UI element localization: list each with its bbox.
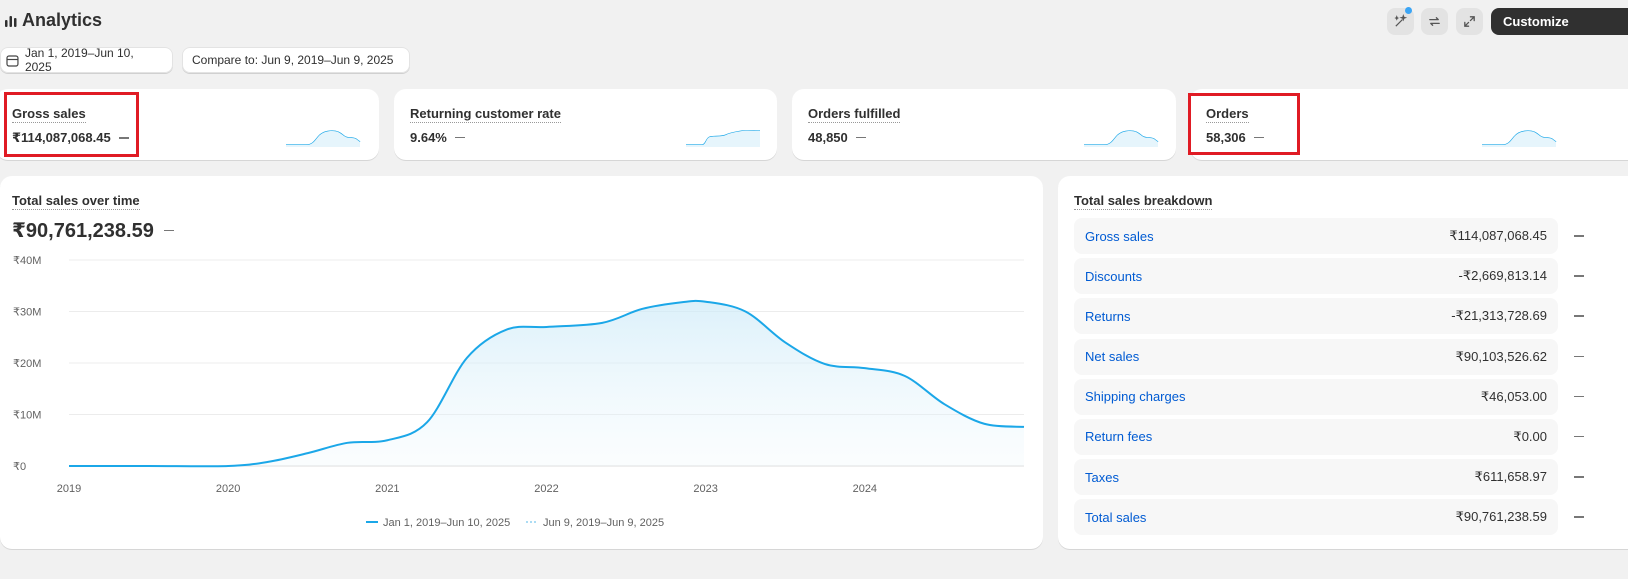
metric-label: Gross sales (12, 106, 86, 123)
metric-value: 58,306 (1206, 130, 1264, 145)
series-line (69, 299, 1025, 468)
page-header: Analytics Customize (0, 0, 1628, 42)
breakdown-link[interactable]: Total sales (1085, 509, 1147, 525)
x-tick-label: 2024 (853, 483, 877, 495)
legend-label-compare: Jun 9, 2019–Jun 9, 2025 (543, 517, 664, 529)
metric-card-orders[interactable]: Orders 58,306 (1190, 89, 1628, 160)
breakdown-row: Net sales ₹90,103,526.62 (1074, 338, 1584, 375)
breakdown-link[interactable]: Shipping charges (1085, 389, 1186, 405)
y-tick-label: ₹40M (13, 255, 41, 267)
compare-range-picker[interactable]: Compare to: Jun 9, 2019–Jun 9, 2025 (182, 47, 410, 73)
breakdown-link[interactable]: Taxes (1085, 469, 1119, 485)
x-tick-label: 2023 (693, 483, 717, 495)
x-tick-label: 2022 (534, 483, 558, 495)
metric-value-text: 48,850 (808, 130, 848, 145)
y-tick-label: ₹10M (13, 410, 41, 422)
y-tick-label: ₹0 (13, 461, 26, 473)
change-dash (1574, 355, 1584, 358)
change-dash (1574, 235, 1584, 237)
customize-button[interactable]: Customize (1491, 8, 1628, 35)
breakdown-link[interactable]: Return fees (1085, 429, 1153, 445)
legend-label-primary: Jan 1, 2019–Jun 10, 2025 (383, 517, 510, 529)
breakdown-value: -₹2,669,813.14 (1458, 268, 1547, 284)
change-dash (1574, 476, 1584, 478)
x-tick-label: 2019 (57, 483, 81, 495)
refresh-button[interactable] (1421, 8, 1448, 35)
sparkline (686, 129, 761, 147)
magic-button[interactable] (1387, 7, 1414, 35)
x-tick-label: 2020 (216, 483, 240, 495)
calendar-icon (6, 54, 19, 67)
breakdown-link[interactable]: Gross sales (1085, 228, 1154, 244)
breakdown-row: Return fees ₹0.00 (1074, 418, 1584, 455)
highlight-box (4, 92, 139, 157)
breakdown-row: Taxes ₹611,658.97 (1074, 459, 1584, 496)
change-dash (1574, 395, 1584, 398)
breakdown-value: ₹90,761,238.59 (1455, 509, 1547, 525)
change-dash (118, 137, 129, 139)
metric-card-orders-fulfilled[interactable]: Orders fulfilled 48,850 (792, 89, 1176, 160)
sparkline (286, 130, 361, 147)
metric-card-returning-rate[interactable]: Returning customer rate 9.64% (394, 89, 777, 160)
y-tick-label: ₹30M (13, 307, 41, 319)
breakdown-link[interactable]: Net sales (1085, 349, 1140, 365)
date-range-label: Jan 1, 2019–Jun 10, 2025 (24, 46, 134, 74)
sparkline (1482, 130, 1557, 147)
change-dash (1574, 435, 1584, 438)
change-dash (1574, 275, 1584, 277)
breakdown-value: ₹0.00 (1513, 428, 1547, 444)
metric-label: Returning customer rate (410, 106, 561, 123)
metric-value: 48,850 (808, 130, 866, 145)
breakdown-card: Total sales breakdown Gross sales ₹114,08… (1058, 176, 1628, 549)
breakdown-value: -₹21,313,728.69 (1451, 308, 1547, 324)
title-wrap: Analytics (4, 10, 102, 31)
breakdown-value: ₹90,103,526.62 (1455, 348, 1547, 364)
page-title: Analytics (22, 10, 103, 30)
metric-value: 9.64% (410, 130, 465, 145)
chart-title: Total sales over time (12, 193, 140, 210)
x-tick-label: 2021 (375, 483, 399, 495)
refresh-icon (1429, 17, 1440, 26)
fullscreen-button[interactable] (1456, 8, 1483, 35)
sparkline (1084, 130, 1159, 147)
metric-card-gross-sales[interactable]: Gross sales ₹114,087,068.45 (0, 89, 379, 160)
sparkle-icon (1394, 14, 1408, 27)
expand-icon (1464, 16, 1475, 27)
breakdown-row: Discounts -₹2,669,813.14 (1074, 258, 1584, 295)
breakdown-value: ₹46,053.00 (1480, 388, 1547, 404)
breakdown-row: Shipping charges ₹46,053.00 (1074, 378, 1584, 415)
change-dash (1253, 136, 1264, 139)
breakdown-link[interactable]: Returns (1085, 308, 1131, 324)
analytics-icon (5, 15, 17, 27)
sales-chart: ₹0 ₹10M ₹20M ₹30M ₹40M 2019 2020 2021 2022 2023 20… (13, 255, 1025, 529)
metric-label: Orders (1206, 106, 1249, 123)
chart-total: ₹90,761,238.59 (12, 218, 174, 243)
sales-chart-card: Total sales over time ₹90,761,238.59 ₹0 ₹… (0, 176, 1043, 549)
metric-value-text: 9.64% (410, 130, 447, 145)
breakdown-row: Total sales ₹90,761,238.59 (1074, 499, 1584, 536)
y-tick-label: ₹20M (13, 358, 41, 370)
breakdown-row: Gross sales ₹114,087,068.45 (1074, 218, 1584, 254)
breakdown-row: Returns -₹21,313,728.69 (1074, 298, 1584, 335)
compare-range-label: Compare to: Jun 9, 2019–Jun 9, 2025 (192, 53, 394, 67)
date-range-picker[interactable]: Jan 1, 2019–Jun 10, 2025 (0, 46, 173, 74)
metric-value-text: ₹114,087,068.45 (12, 130, 111, 145)
chart-total-value: ₹90,761,238.59 (12, 220, 154, 242)
change-dash (855, 136, 866, 139)
series-area (69, 300, 1024, 467)
notification-dot (1405, 7, 1412, 14)
change-dash (454, 136, 465, 139)
change-dash (1574, 516, 1584, 518)
highlight-box (1188, 93, 1300, 155)
breakdown-link[interactable]: Discounts (1085, 268, 1143, 284)
breakdown-value: ₹114,087,068.45 (1449, 228, 1547, 243)
metric-value-text: 58,306 (1206, 130, 1246, 145)
breakdown-value: ₹611,658.97 (1474, 469, 1547, 485)
metric-label: Orders fulfilled (808, 106, 901, 123)
change-dash (163, 229, 174, 232)
breakdown-title: Total sales breakdown (1074, 193, 1213, 210)
change-dash (1574, 315, 1584, 317)
breakdown-list: Gross sales ₹114,087,068.45 Discounts -₹2,6… (1074, 218, 1584, 540)
metric-value: ₹114,087,068.45 (12, 130, 129, 146)
